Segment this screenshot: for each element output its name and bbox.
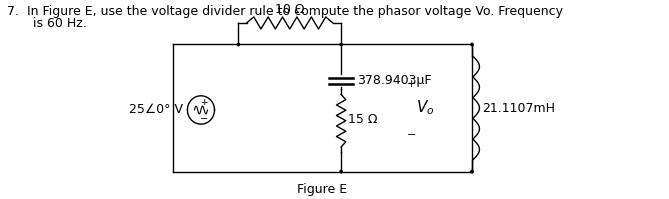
- Text: −: −: [199, 114, 208, 124]
- Text: 15 Ω: 15 Ω: [348, 113, 377, 126]
- Text: −: −: [407, 130, 416, 140]
- Text: is 60 Hz.: is 60 Hz.: [17, 17, 86, 30]
- Circle shape: [471, 170, 473, 173]
- Text: 378.9403μF: 378.9403μF: [357, 74, 432, 87]
- Text: 7.  In Figure E, use the voltage divider rule to compute the phasor voltage Vo. : 7. In Figure E, use the voltage divider …: [7, 5, 563, 18]
- Circle shape: [340, 170, 343, 173]
- Circle shape: [340, 43, 343, 46]
- Circle shape: [471, 43, 473, 46]
- Text: Figure E: Figure E: [298, 183, 347, 196]
- Text: 10 Ω: 10 Ω: [275, 3, 304, 16]
- Circle shape: [237, 43, 240, 46]
- Text: 25∠0° V: 25∠0° V: [128, 103, 183, 116]
- Text: +: +: [407, 79, 416, 89]
- Text: +: +: [200, 98, 207, 107]
- Text: $V_o$: $V_o$: [416, 99, 434, 117]
- Text: 21.1107mH: 21.1107mH: [482, 101, 555, 114]
